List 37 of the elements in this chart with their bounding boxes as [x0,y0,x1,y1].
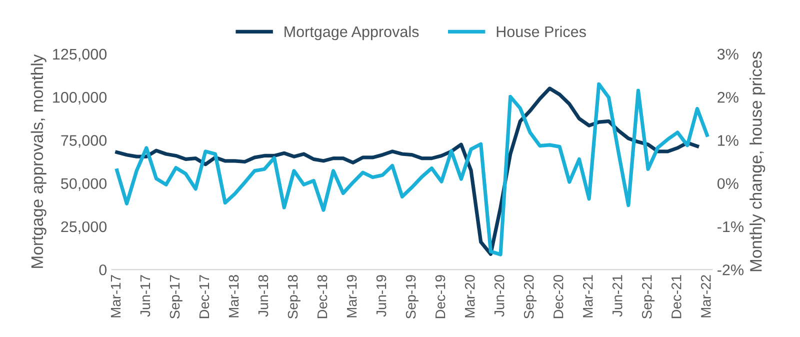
x-tick-label: Dec-17 [199,275,210,318]
legend-label: Mortgage Approvals [284,26,419,40]
x-tick-label: Jun-18 [258,275,268,317]
y-axis-title: Mortgage approvals, monthly [30,54,46,268]
y-tick-label: 125,000 [53,48,107,62]
x-tick-label: Dec-18 [317,275,328,318]
y-tick-label: 100,000 [53,92,107,105]
x-tick-label: Jun-17 [140,275,150,317]
y2-tick-label: 2% [718,92,738,103]
x-tick-label: Mar-21 [582,275,593,318]
legend-label: House Prices [496,26,586,38]
x-tick-label: Sep-18 [288,275,300,319]
y-tick-label: 0 [99,264,107,276]
y2-tick-label: 1% [718,135,738,146]
x-tick-label: Dec-19 [435,275,446,318]
y-tick-label: 25,000 [61,221,107,234]
y2-tick-label: 0% [717,178,738,190]
x-tick-label: Mar-19 [346,275,357,318]
x-tick-label: Jun-20 [494,275,504,317]
y-tick-label: 50,000 [61,178,107,191]
x-tick-label: Jun-21 [612,275,622,317]
x-tick-label: Dec-20 [553,275,564,318]
x-tick-label: Jun-19 [376,275,386,317]
x-tick-label: Sep-17 [170,275,182,319]
y2-axis-title: Monthly change, house prices [750,52,766,272]
x-tick-label: Mar-18 [228,275,239,318]
x-tick-label: Sep-21 [642,275,655,319]
x-tick-label: Mar-17 [110,275,121,318]
y2-tick-label: 3% [717,48,738,60]
y2-tick-label: -2% [718,264,744,276]
y2-tick-label: -1% [718,221,744,232]
x-tick-label: Sep-19 [406,275,418,319]
y-tick-label: 75,000 [61,135,107,148]
x-tick-label: Mar-20 [464,275,475,318]
x-tick-label: Sep-20 [524,275,537,319]
x-tick-label: Mar-22 [700,275,711,318]
x-tick-label: Dec-21 [671,275,682,318]
